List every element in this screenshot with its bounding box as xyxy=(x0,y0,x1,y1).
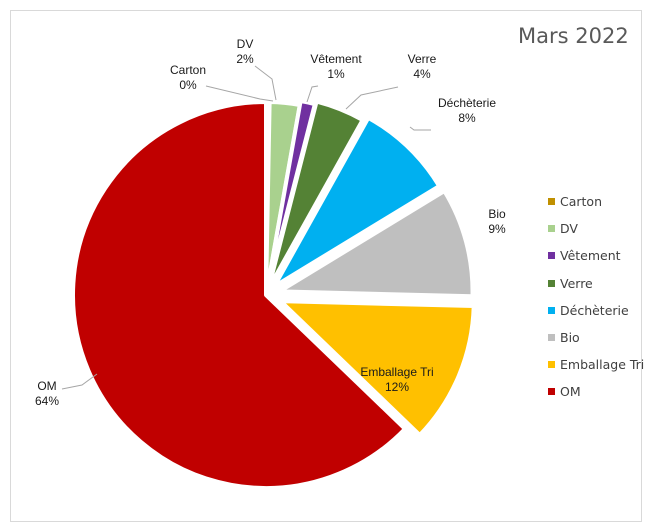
pie-slice-d-ch-terie xyxy=(272,115,442,289)
data-label: Emballage Tri 12% xyxy=(360,365,433,394)
pie-slice-bio xyxy=(277,189,475,299)
leader-line xyxy=(345,86,399,110)
data-label: OM 64% xyxy=(35,379,59,408)
legend-swatch xyxy=(548,198,555,206)
legend-item: OM xyxy=(548,378,644,405)
leader-line xyxy=(254,65,277,101)
legend-item: Carton xyxy=(548,188,644,215)
data-label: Verre 4% xyxy=(408,52,437,81)
legend-label: Verre xyxy=(560,275,593,291)
pie-slice-verre xyxy=(266,99,365,291)
legend-label: Carton xyxy=(560,194,602,210)
legend-label: Bio xyxy=(560,330,580,346)
legend: Carton DV Vêtement Verre Déchèterie Bio Emball… xyxy=(548,188,644,406)
data-label: DV 2% xyxy=(236,37,254,66)
leader-line xyxy=(306,85,319,103)
legend-item: DV xyxy=(548,215,644,242)
data-label: Bio 9% xyxy=(488,207,506,236)
legend-label: OM xyxy=(560,384,581,400)
legend-swatch xyxy=(548,334,555,342)
legend-item: Vêtement xyxy=(548,242,644,269)
legend-swatch xyxy=(548,279,555,287)
legend-label: DV xyxy=(560,221,578,237)
legend-swatch xyxy=(548,361,555,369)
leader-line xyxy=(61,373,98,390)
data-label: Vêtement 1% xyxy=(310,52,362,81)
legend-label: Emballage Tri xyxy=(560,357,645,373)
leader-line xyxy=(205,85,274,102)
legend-item: Déchèterie xyxy=(548,297,644,324)
chart-title: Mars 2022 xyxy=(518,24,629,48)
legend-swatch xyxy=(548,225,555,233)
legend-swatch xyxy=(548,388,555,396)
legend-item: Emballage Tri xyxy=(548,351,644,378)
legend-item: Bio xyxy=(548,324,644,351)
leader-line xyxy=(409,126,431,131)
pie-slice-om xyxy=(71,100,408,490)
data-label: Déchèterie 8% xyxy=(438,96,496,125)
legend-swatch xyxy=(548,306,555,314)
legend-item: Verre xyxy=(548,270,644,297)
pie-slice-emballage-tri xyxy=(278,299,476,438)
legend-swatch xyxy=(548,252,555,260)
legend-label: Déchèterie xyxy=(560,302,629,318)
data-label: Carton 0% xyxy=(170,63,206,92)
legend-label: Vêtement xyxy=(560,248,621,264)
